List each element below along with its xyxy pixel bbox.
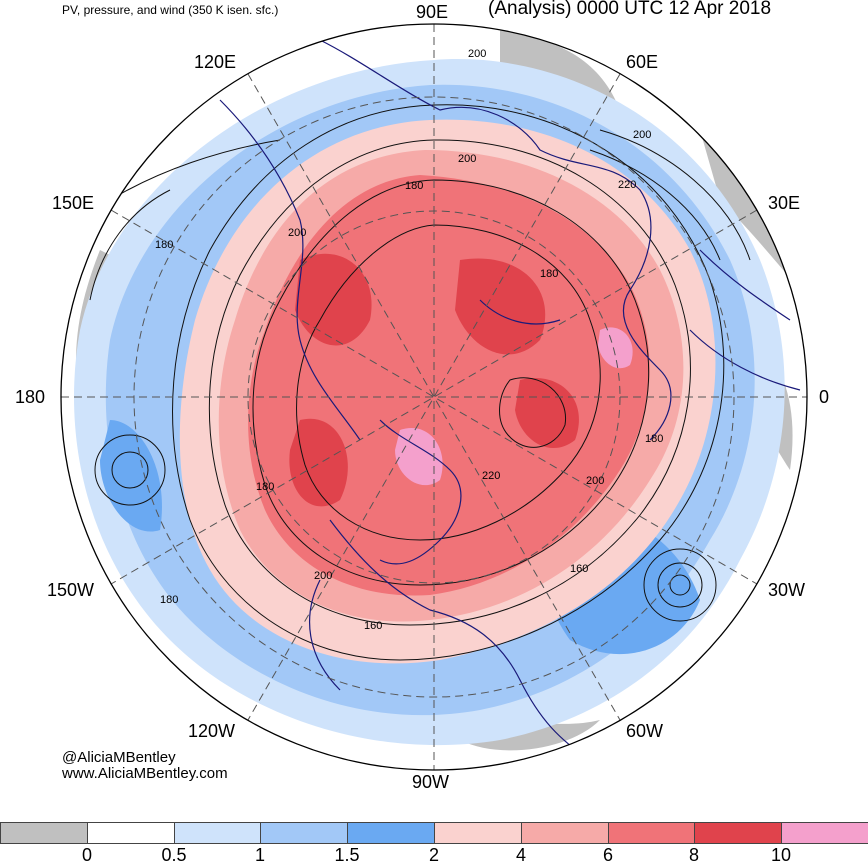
colorbar-label: 0.5: [161, 845, 187, 865]
lon-label-120w: 120W: [188, 721, 236, 741]
map-boundary: [60, 23, 808, 771]
contour-label: 200: [314, 570, 332, 582]
colorbar-label: 0: [81, 845, 93, 865]
contour-label: 180: [256, 481, 274, 493]
contour-label: 200: [458, 153, 476, 165]
pv-colorbar: [0, 822, 868, 846]
lon-label-60e: 60E: [626, 52, 659, 72]
colorbar-label: 2: [428, 845, 440, 865]
contour-label: 160: [570, 563, 588, 575]
contour-label: 180: [160, 594, 178, 606]
colorbar-segment: [0, 822, 88, 844]
colorbar-segment: [260, 822, 349, 844]
colorbar-label: 1: [254, 845, 266, 865]
lon-label-150e: 150E: [52, 193, 95, 213]
lon-label-0: 0: [819, 387, 830, 407]
author-handle: @AliciaMBentley: [62, 749, 176, 766]
polar-stereographic-map: 200 200 200 220 180 200 180 180 180 220 …: [60, 23, 808, 771]
contour-label: 200: [586, 475, 604, 487]
colorbar-segment: [607, 822, 696, 844]
lon-label-120e: 120E: [194, 52, 237, 72]
lon-label-30e: 30E: [768, 193, 801, 213]
contour-label-group: 200 200 200 220 180 200 180 180 180 220 …: [155, 48, 663, 632]
lon-label-180: 180: [15, 387, 46, 407]
contour-label: 200: [633, 129, 651, 141]
colorbar-label: 4: [515, 845, 527, 865]
pv-shading: [61, 24, 807, 770]
contour-label: 220: [618, 179, 636, 191]
lon-label-150w: 150W: [47, 580, 95, 600]
colorbar-segment: [173, 822, 262, 844]
pressure-contours: [89, 104, 751, 661]
colorbar-label: 8: [688, 845, 700, 865]
contour-label: 180: [155, 239, 173, 251]
colorbar-label: 6: [602, 845, 614, 865]
colorbar-label: 10: [770, 845, 792, 865]
graticule: [61, 24, 807, 770]
contour-label: 160: [364, 620, 382, 632]
colorbar-segment: [781, 822, 868, 844]
colorbar-segment: [694, 822, 783, 844]
lon-label-90e: 90E: [416, 2, 449, 22]
contour-label: 180: [405, 180, 423, 192]
map-subtitle: PV, pressure, and wind (350 K isen. sfc.…: [62, 3, 279, 17]
contour-label: 200: [468, 48, 486, 60]
contour-label: 180: [645, 433, 663, 445]
lon-label-60w: 60W: [626, 721, 664, 741]
map-title: (Analysis) 0000 UTC 12 Apr 2018: [488, 0, 772, 19]
contour-label: 180: [540, 268, 558, 280]
colorbar-label: 1.5: [334, 845, 360, 865]
author-website: www.AliciaMBentley.com: [62, 765, 228, 782]
lon-label-90w: 90W: [412, 772, 450, 792]
contour-label: 220: [482, 470, 500, 482]
contour-label: 200: [288, 227, 306, 239]
colorbar-segment: [347, 822, 435, 844]
lon-label-30w: 30W: [768, 580, 806, 600]
colorbar-segment: [433, 822, 522, 844]
colorbar-segment: [520, 822, 609, 844]
coastlines: [219, 39, 801, 761]
colorbar-segment: [86, 822, 175, 844]
